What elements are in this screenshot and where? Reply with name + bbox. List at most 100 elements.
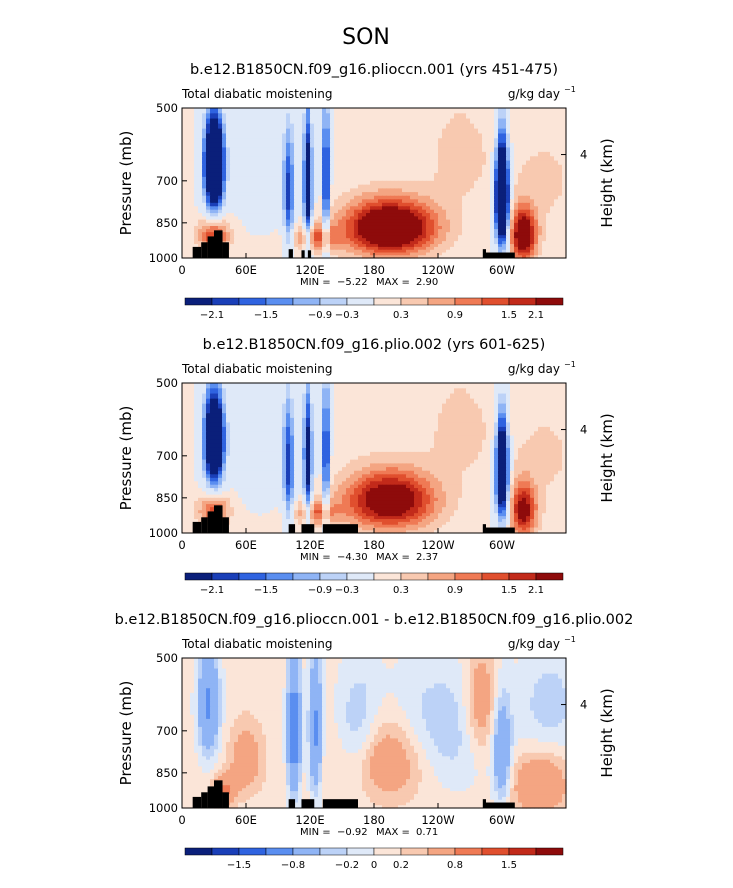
- heatmap-cell: [350, 172, 355, 178]
- heatmap-cell: [438, 180, 443, 186]
- heatmap-cell: [558, 249, 563, 254]
- heatmap-cell: [418, 244, 423, 248]
- heatmap-cell: [362, 209, 367, 214]
- heatmap-cell: [286, 188, 291, 193]
- heatmap-cell: [234, 156, 239, 162]
- heatmap-cell: [366, 138, 371, 144]
- heatmap-cell: [422, 249, 427, 254]
- heatmap-cell: [266, 188, 271, 193]
- heatmap-cell: [218, 133, 223, 139]
- heatmap-cell: [530, 229, 535, 233]
- heatmap-cell: [326, 219, 331, 224]
- heatmap-cell: [334, 398, 339, 405]
- heatmap-cell: [530, 168, 535, 174]
- heatmap-cell: [542, 408, 547, 414]
- heatmap-cell: [310, 172, 315, 178]
- heatmap-cell: [418, 417, 423, 424]
- heatmap-cell: [506, 222, 511, 227]
- heatmap-cell: [266, 426, 271, 432]
- heatmap-cell: [458, 176, 463, 182]
- heatmap-cell: [226, 431, 231, 437]
- heatmap-cell: [278, 209, 283, 214]
- heatmap-cell: [254, 142, 259, 149]
- heatmap-cell: [210, 422, 215, 428]
- heatmap-cell: [298, 246, 303, 251]
- heatmap-cell: [234, 188, 239, 193]
- heatmap-cell: [530, 176, 535, 182]
- heatmap-cell: [438, 393, 443, 400]
- heatmap-cell: [266, 238, 271, 242]
- heatmap-cell: [470, 398, 475, 405]
- heatmap-cell: [250, 180, 255, 186]
- heatmap-cell: [378, 417, 383, 424]
- heatmap-cell: [394, 199, 399, 204]
- heatmap-cell: [262, 232, 267, 236]
- heatmap-cell: [338, 188, 343, 193]
- heatmap-cell: [250, 417, 255, 424]
- heatmap-cell: [462, 249, 467, 254]
- heatmap-cell: [258, 128, 263, 135]
- heatmap-cell: [522, 147, 527, 153]
- heatmap-cell: [266, 133, 271, 139]
- heatmap-cell: [454, 413, 459, 419]
- heatmap-cell: [558, 108, 563, 114]
- heatmap-cell: [406, 393, 411, 400]
- heatmap-cell: [186, 222, 191, 227]
- heatmap-cell: [286, 168, 291, 174]
- heatmap-cell: [362, 172, 367, 178]
- heatmap-cell: [182, 151, 187, 157]
- heatmap-cell: [378, 246, 383, 251]
- heatmap-cell: [538, 147, 543, 153]
- heatmap-cell: [430, 393, 435, 400]
- heatmap-cell: [494, 184, 499, 190]
- heatmap-cell: [206, 180, 211, 186]
- heatmap-cell: [554, 216, 559, 221]
- heatmap-cell: [238, 192, 243, 197]
- heatmap-cell: [498, 244, 503, 248]
- heatmap-cell: [542, 199, 547, 204]
- heatmap-cell: [434, 403, 439, 410]
- heatmap-cell: [518, 160, 523, 166]
- heatmap-cell: [426, 202, 431, 207]
- heatmap-cell: [462, 213, 467, 217]
- heatmap-cell: [410, 229, 415, 233]
- heatmap-cell: [370, 180, 375, 186]
- heatmap-cell: [322, 431, 327, 437]
- heatmap-cell: [294, 142, 299, 149]
- heatmap-cell: [378, 431, 383, 437]
- heatmap-cell: [450, 180, 455, 186]
- heatmap-cell: [326, 147, 331, 153]
- heatmap-cell: [422, 238, 427, 242]
- heatmap-cell: [222, 388, 227, 395]
- heatmap-cell: [338, 398, 343, 405]
- heatmap-cell: [274, 229, 279, 233]
- heatmap-cell: [514, 403, 519, 410]
- heatmap-cell: [450, 383, 455, 389]
- heatmap-cell: [402, 398, 407, 405]
- heatmap-cell: [310, 232, 315, 236]
- heatmap-cell: [250, 192, 255, 197]
- heatmap-cell: [502, 160, 507, 166]
- heatmap-cell: [342, 206, 347, 211]
- heatmap-cell: [526, 417, 531, 424]
- heatmap-cell: [346, 108, 351, 114]
- heatmap-cell: [530, 383, 535, 389]
- heatmap-cell: [206, 184, 211, 190]
- heatmap-cell: [366, 244, 371, 248]
- heatmap-cell: [394, 403, 399, 410]
- heatmap-cell: [270, 195, 275, 200]
- heatmap-cell: [334, 192, 339, 197]
- heatmap-cell: [434, 164, 439, 170]
- heatmap-cell: [306, 238, 311, 242]
- heatmap-cell: [518, 219, 523, 224]
- heatmap-cell: [186, 225, 191, 230]
- heatmap-cell: [466, 235, 471, 239]
- heatmap-cell: [554, 184, 559, 190]
- heatmap-cell: [222, 128, 227, 135]
- heatmap-cell: [522, 184, 527, 190]
- heatmap-cell: [254, 225, 259, 230]
- heatmap-cell: [538, 408, 543, 414]
- heatmap-cell: [446, 241, 451, 245]
- heatmap-cell: [466, 229, 471, 233]
- heatmap-cell: [310, 244, 315, 248]
